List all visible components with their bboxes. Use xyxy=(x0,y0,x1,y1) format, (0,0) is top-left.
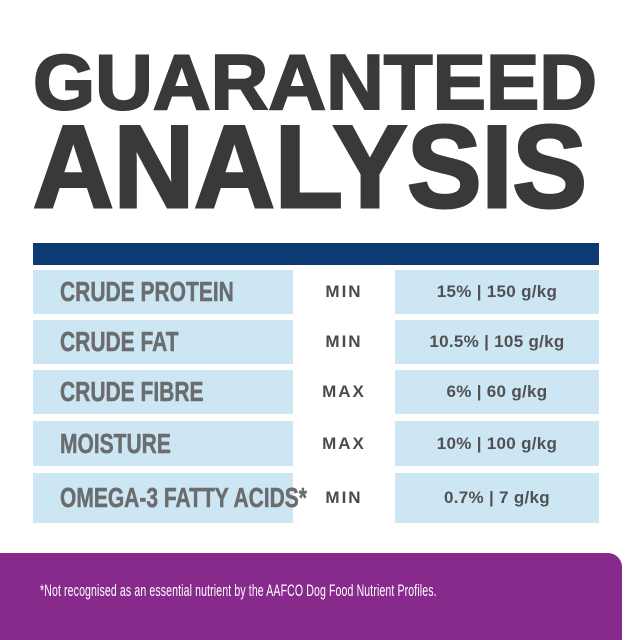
analysis-table: CRUDE PROTEIN MIN 15% | 150 g/kg CRUDE F… xyxy=(33,270,599,523)
page-title: GUARANTEED ANALYSIS xyxy=(32,37,603,234)
nutrient-cell: CRUDE PROTEIN xyxy=(33,270,293,314)
nutrient-label: CRUDE FIBRE xyxy=(60,376,204,408)
basis-cell: MIN xyxy=(293,270,395,314)
title-line-2: ANALYSIS xyxy=(33,101,587,232)
nutrient-label: MOISTURE xyxy=(60,427,171,459)
nutrient-cell: MOISTURE xyxy=(33,421,293,466)
basis-cell: MAX xyxy=(293,421,395,466)
table-header-bar xyxy=(33,243,599,265)
table-row: CRUDE FAT MIN 10.5% | 105 g/kg xyxy=(33,320,599,364)
value-cell: 10.5% | 105 g/kg xyxy=(395,320,599,364)
value-cell: 15% | 150 g/kg xyxy=(395,270,599,314)
value-cell: 10% | 100 g/kg xyxy=(395,421,599,466)
basis-label: MAX xyxy=(322,433,366,453)
nutrient-cell: CRUDE FIBRE xyxy=(33,370,293,414)
basis-cell: MAX xyxy=(293,370,395,414)
basis-label: MAX xyxy=(322,382,366,401)
basis-cell: MIN xyxy=(293,473,395,523)
basis-cell: MIN xyxy=(293,320,395,364)
title-line-1: GUARANTEED xyxy=(33,38,597,126)
table-row: CRUDE FIBRE MAX 6% | 60 g/kg xyxy=(33,370,599,414)
value-label: 10% | 100 g/kg xyxy=(436,433,558,453)
value-label: 0.7% | 7 g/kg xyxy=(444,488,550,507)
value-label: 6% | 60 g/kg xyxy=(446,382,548,401)
basis-label: MIN xyxy=(325,332,363,351)
nutrient-cell: OMEGA-3 FATTY ACIDS* xyxy=(33,473,307,523)
basis-label: MIN xyxy=(325,282,363,301)
value-label: 10.5% | 105 g/kg xyxy=(429,332,565,351)
nutrient-label: CRUDE PROTEIN xyxy=(60,276,234,308)
table-row: OMEGA-3 FATTY ACIDS* MIN 0.7% | 7 g/kg xyxy=(33,473,599,523)
value-label: 15% | 150 g/kg xyxy=(436,282,558,301)
value-cell: 0.7% | 7 g/kg xyxy=(395,473,599,523)
table-row: MOISTURE MAX 10% | 100 g/kg xyxy=(33,421,599,466)
nutrient-label: OMEGA-3 FATTY ACIDS* xyxy=(60,482,307,514)
footnote-text: *Not recognised as an essential nutrient… xyxy=(40,581,437,600)
nutrient-cell: CRUDE FAT xyxy=(33,320,293,364)
basis-label: MIN xyxy=(325,488,363,507)
value-cell: 6% | 60 g/kg xyxy=(395,370,599,414)
nutrient-label: CRUDE FAT xyxy=(60,326,179,358)
footnote-banner: *Not recognised as an essential nutrient… xyxy=(0,553,622,640)
table-row: CRUDE PROTEIN MIN 15% | 150 g/kg xyxy=(33,270,599,314)
